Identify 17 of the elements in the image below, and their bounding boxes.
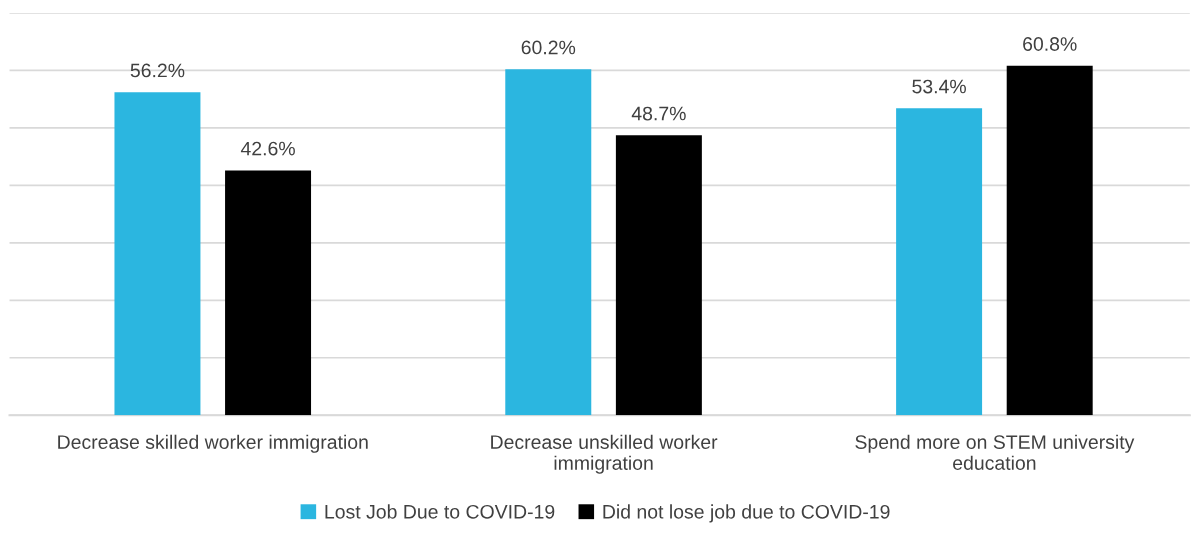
data-label: 60.8% [1023, 37, 1077, 51]
data-label: 60.2% [521, 40, 576, 55]
bar [1006, 65, 1093, 416]
data-label: 48.7% [631, 106, 686, 121]
bar [896, 108, 983, 416]
bar [615, 135, 702, 416]
legend-label: Lost Job Due to COVID-19 [325, 504, 555, 519]
x-tick-label: Decrease skilled worker immigration [58, 434, 368, 453]
data-label: 56.2% [130, 63, 185, 78]
bar [225, 170, 312, 416]
bar [114, 92, 201, 416]
bar [505, 69, 592, 416]
x-tick-label: Decrease unskilled worker immigration [491, 434, 718, 474]
data-label: 53.4% [912, 79, 966, 94]
x-tick-label: Spend more on STEM university education [855, 434, 1135, 470]
legend-label: Did not lose job due to COVID-19 [603, 504, 890, 523]
data-label: 42.6% [240, 141, 295, 156]
